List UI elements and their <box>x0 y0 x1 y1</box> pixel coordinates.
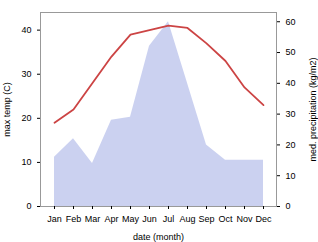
svg-text:med. precipitation (kg/m2): med. precipitation (kg/m2) <box>308 57 318 161</box>
svg-text:date (month): date (month) <box>133 232 184 242</box>
svg-text:Jul: Jul <box>163 214 175 224</box>
svg-text:Oct: Oct <box>218 214 233 224</box>
svg-text:40: 40 <box>286 78 296 88</box>
svg-text:Jan: Jan <box>47 214 62 224</box>
svg-text:Feb: Feb <box>66 214 82 224</box>
svg-text:60: 60 <box>286 17 296 27</box>
svg-text:max temp (C): max temp (C) <box>2 82 12 137</box>
svg-text:30: 30 <box>286 109 296 119</box>
svg-text:Dec: Dec <box>255 214 272 224</box>
svg-text:10: 10 <box>21 157 31 167</box>
svg-text:20: 20 <box>21 113 31 123</box>
svg-text:Apr: Apr <box>104 214 118 224</box>
svg-text:30: 30 <box>21 69 31 79</box>
svg-text:10: 10 <box>286 171 296 181</box>
svg-text:Nov: Nov <box>236 214 253 224</box>
svg-text:May: May <box>122 214 140 224</box>
svg-text:Mar: Mar <box>85 214 101 224</box>
svg-text:0: 0 <box>286 201 291 211</box>
svg-text:50: 50 <box>286 47 296 57</box>
svg-text:20: 20 <box>286 140 296 150</box>
svg-text:0: 0 <box>26 201 31 211</box>
svg-text:Aug: Aug <box>179 214 195 224</box>
svg-text:40: 40 <box>21 25 31 35</box>
svg-text:Sep: Sep <box>198 214 214 224</box>
svg-text:Jun: Jun <box>142 214 157 224</box>
